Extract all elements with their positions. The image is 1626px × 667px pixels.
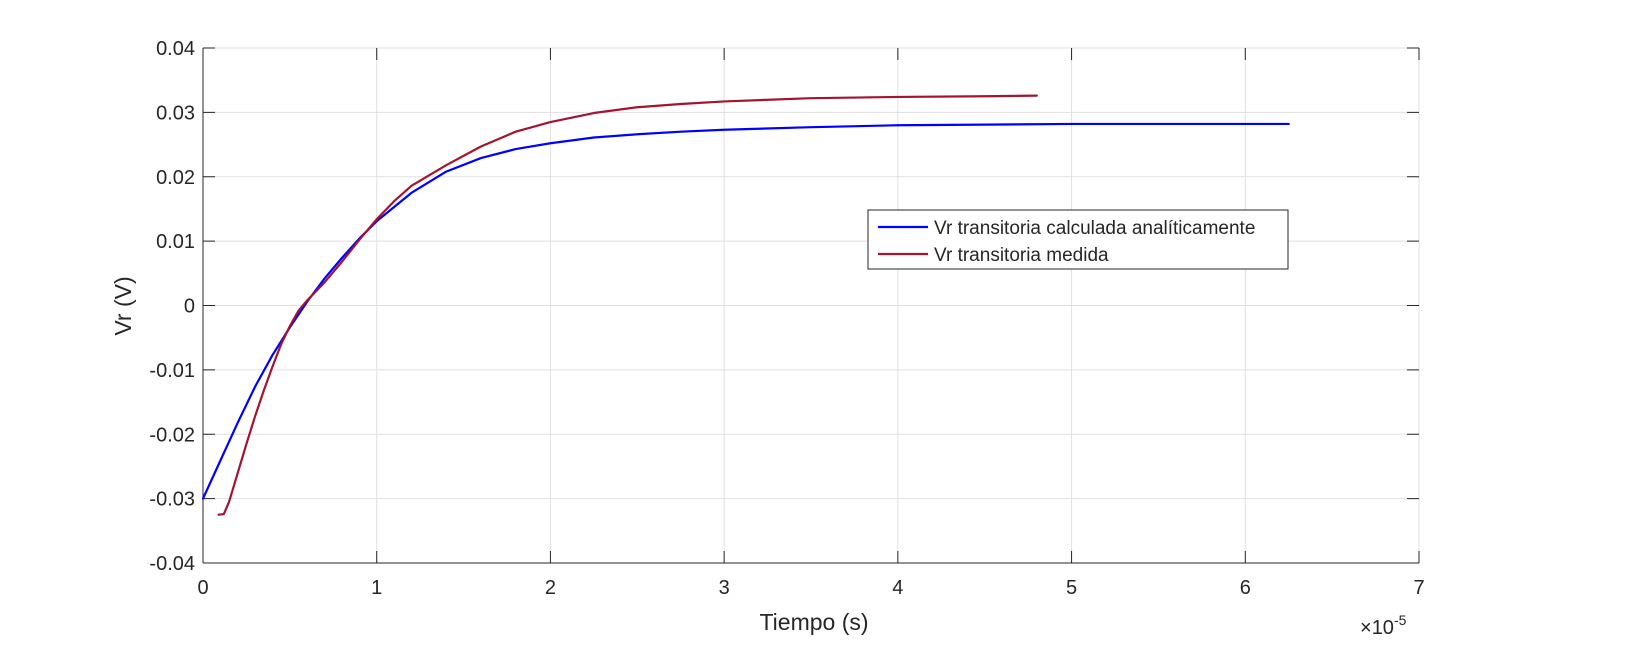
x-tick-label-7: 7	[1413, 577, 1424, 599]
x-axis-exponent: ×10-5	[1360, 612, 1407, 639]
svg-text:×10-5: ×10-5	[1360, 612, 1407, 639]
series-lines	[201, 94, 1290, 516]
y-tick-label-7: 0.03	[156, 102, 195, 124]
grid	[202, 47, 1420, 564]
legend-entry-analitica: Vr transitoria calculada analíticamente	[934, 218, 1255, 239]
x-tick-label-6: 6	[1240, 577, 1251, 599]
y-tick-label-8: 0.04	[156, 38, 195, 60]
series-line-0	[201, 122, 1290, 500]
y-tick-label-2: -0.02	[149, 424, 195, 446]
x-tick-label-0: 0	[197, 577, 208, 599]
x-tick-label-3: 3	[719, 577, 730, 599]
x-exponent-base: 10	[1372, 617, 1394, 639]
legend: Vr transitoria calculada analíticamente …	[867, 209, 1289, 270]
x-tick-label-1: 1	[371, 577, 382, 599]
y-tick-label-3: -0.01	[149, 360, 195, 382]
y-tick-label-6: 0.02	[156, 167, 195, 189]
legend-entry-medida: Vr transitoria medida	[934, 245, 1109, 266]
x-tick-label-5: 5	[1066, 577, 1077, 599]
x-tick-label-4: 4	[892, 577, 903, 599]
y-tick-label-4: 0	[184, 296, 195, 318]
series-line-1	[217, 94, 1038, 516]
y-tick-label-0: -0.04	[149, 553, 195, 575]
x-exponent-prefix: ×	[1360, 617, 1372, 639]
axes	[202, 47, 1420, 564]
y-axis-label: Vr (V)	[110, 276, 136, 335]
x-exponent-power: -5	[1394, 612, 1407, 628]
tick-labels: 0 1 2 3 4 5 6 7 -0.04 -0.03 -0.02 -0.01 0 0.01 0.02 0.0…	[149, 38, 1424, 599]
x-axis-label: Tiempo (s)	[759, 609, 868, 635]
y-tick-label-5: 0.01	[156, 231, 195, 253]
y-tick-label-1: -0.03	[149, 489, 195, 511]
x-tick-label-2: 2	[545, 577, 556, 599]
legend-box	[867, 209, 1289, 270]
